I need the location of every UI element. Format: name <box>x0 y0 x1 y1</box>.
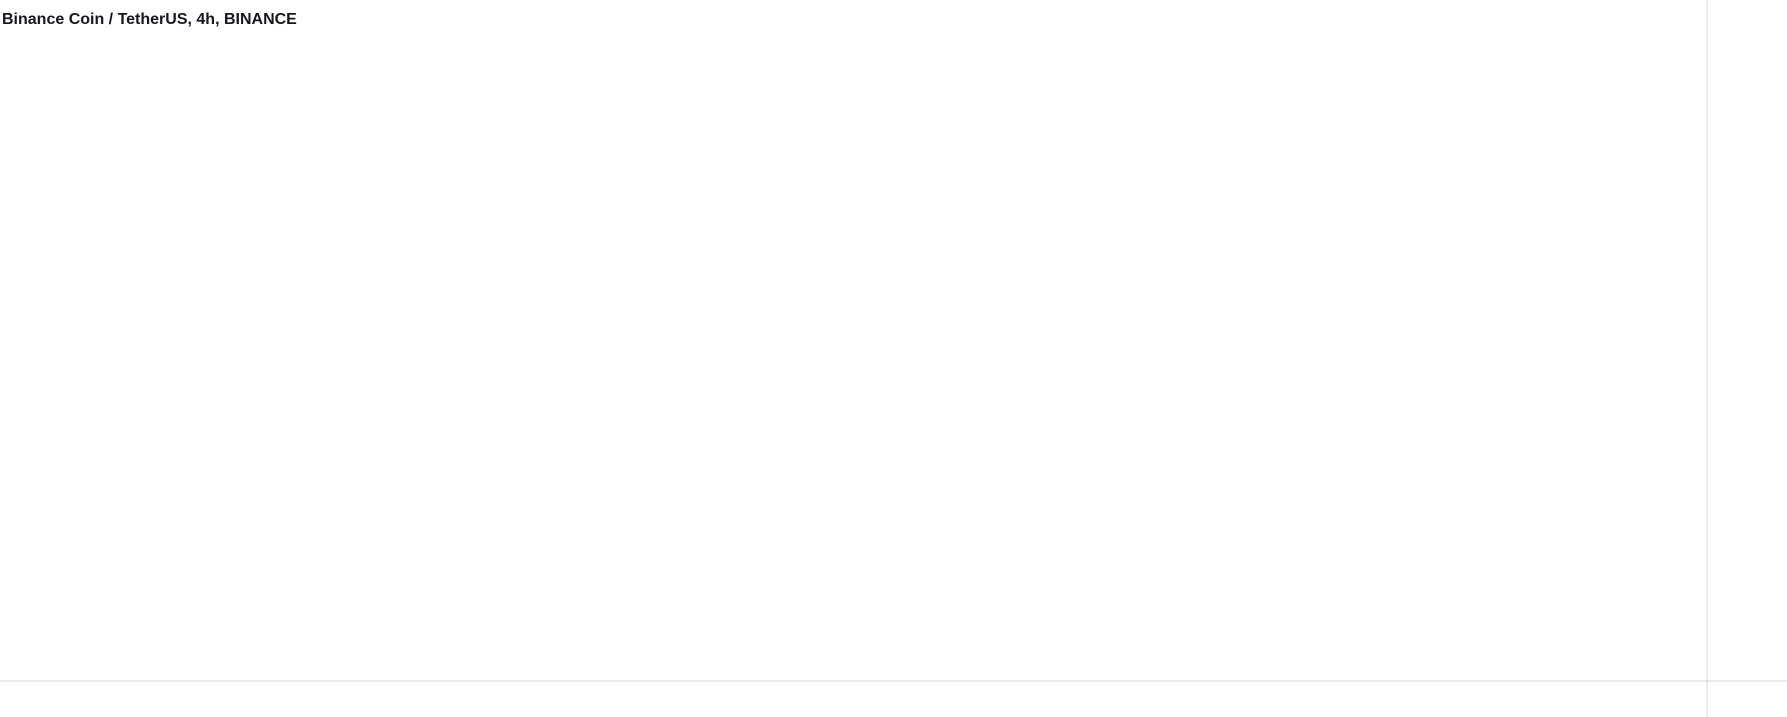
chart-title: Binance Coin / TetherUS, 4h, BINANCE <box>2 11 297 28</box>
legend: Binance Coin / TetherUS, 4h, BINANCE <box>2 11 297 28</box>
